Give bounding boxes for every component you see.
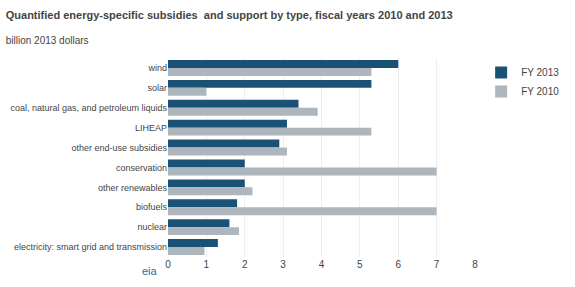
svg-text:7: 7 <box>434 259 440 270</box>
svg-text:FY 2013: FY 2013 <box>521 67 559 78</box>
svg-text:6: 6 <box>395 259 401 270</box>
svg-text:1: 1 <box>204 259 210 270</box>
svg-text:eia: eia <box>142 265 158 277</box>
svg-text:wind: wind <box>147 63 167 73</box>
svg-text:LIHEAP: LIHEAP <box>135 123 167 133</box>
svg-text:nuclear: nuclear <box>137 222 167 232</box>
svg-text:0: 0 <box>165 259 171 270</box>
svg-text:Quantified energy-specific sub: Quantified energy-specific subsidies and… <box>6 9 453 21</box>
svg-text:electricity: smart grid and tr: electricity: smart grid and transmission <box>14 242 167 252</box>
svg-text:8: 8 <box>472 259 478 270</box>
svg-text:conservation: conservation <box>116 163 167 173</box>
svg-text:other end-use subsidies: other end-use subsidies <box>71 143 167 153</box>
svg-text:FY 2010: FY 2010 <box>521 86 559 97</box>
svg-text:3: 3 <box>280 259 286 270</box>
svg-text:5: 5 <box>357 259 363 270</box>
svg-text:biofuels: biofuels <box>136 202 168 212</box>
svg-text:billion 2013 dollars: billion 2013 dollars <box>6 35 89 46</box>
svg-text:other renewables: other renewables <box>98 183 168 193</box>
svg-text:solar: solar <box>147 83 167 93</box>
svg-text:4: 4 <box>319 259 325 270</box>
svg-text:coal, natural gas, and petrole: coal, natural gas, and petroleum liquids <box>10 103 167 113</box>
svg-text:2: 2 <box>242 259 248 270</box>
